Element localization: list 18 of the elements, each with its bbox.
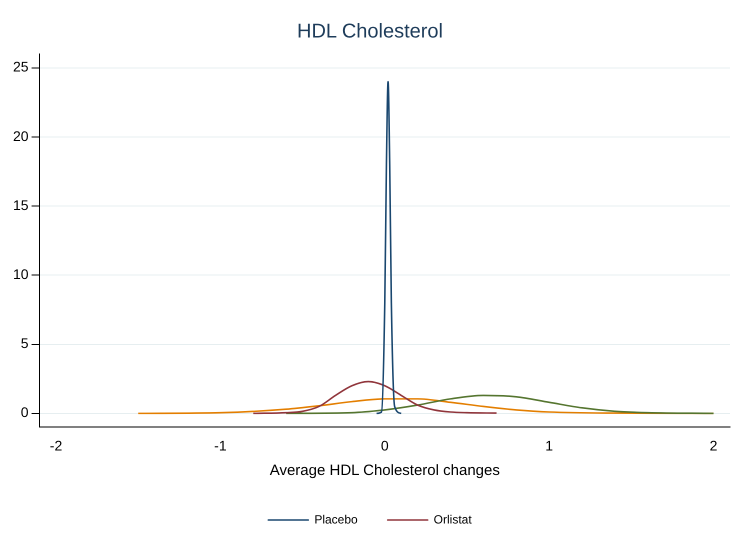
y-tick-label: 0 [20, 404, 29, 420]
chart-title: HDL Cholesterol [297, 20, 443, 43]
x-tick-label: 2 [710, 437, 718, 454]
line-series [285, 394, 714, 414]
x-tick-label: -2 [50, 437, 62, 454]
y-tick-label: 10 [12, 266, 29, 282]
x-tick-label: 0 [380, 437, 389, 454]
line-series [376, 80, 402, 414]
x-tick-label: -1 [214, 437, 227, 454]
line-series [252, 380, 498, 414]
y-tick-label: 25 [12, 58, 29, 75]
x-axis-title: Average HDL Cholesterol changes [270, 462, 500, 480]
y-tick-label: 15 [12, 196, 29, 213]
y-tick-label: 20 [12, 128, 29, 144]
x-tick-label: 1 [545, 437, 554, 454]
legend-label: Orlistat [434, 512, 472, 526]
y-tick-label: 5 [20, 335, 29, 352]
legend-label: Placebo [314, 512, 358, 526]
